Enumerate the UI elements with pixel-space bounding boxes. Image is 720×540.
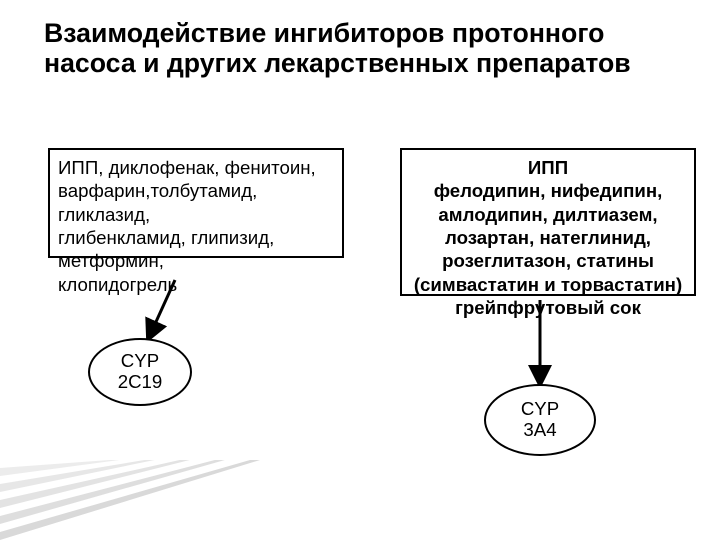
cyp2c19-line1: CYP bbox=[121, 350, 159, 371]
left-box-line-2: глибенкламид, глипизид, bbox=[58, 226, 334, 249]
title-line-1: Взаимодействие ингибиторов протонного bbox=[44, 18, 604, 48]
cyp3a4-line1: CYP bbox=[521, 398, 559, 419]
right-box-line-2: амлодипин, дилтиазем, bbox=[410, 203, 686, 226]
right-box-line-0: ИПП bbox=[410, 156, 686, 179]
right-box-line-1: фелодипин, нифедипин, bbox=[410, 179, 686, 202]
right-box-line-5: (симвастатин и торвастатин) bbox=[410, 273, 686, 296]
left-box-line-1: варфарин,толбутамид, гликлазид, bbox=[58, 179, 334, 226]
right-box-line-4: розеглитазон, статины bbox=[410, 249, 686, 272]
right-box: ИППфелодипин, нифедипин,амлодипин, дилти… bbox=[400, 148, 696, 296]
corner-decoration bbox=[0, 460, 260, 540]
cyp3a4-node: CYP 3A4 bbox=[484, 384, 596, 456]
slide: { "type": "flowchart", "background_color… bbox=[0, 0, 720, 540]
cyp3a4-line2: 3A4 bbox=[523, 419, 556, 440]
title-line-2: насоса и других лекарственных препаратов bbox=[44, 48, 631, 78]
left-box: ИПП, диклофенак, фенитоин,варфарин,толбу… bbox=[48, 148, 344, 258]
right-box-line-3: лозартан, натеглинид, bbox=[410, 226, 686, 249]
cyp2c19-node: CYP 2C19 bbox=[88, 338, 192, 406]
right-box-line-6: грейпфрутовый сок bbox=[410, 296, 686, 319]
left-box-line-0: ИПП, диклофенак, фенитоин, bbox=[58, 156, 334, 179]
left-box-line-4: клопидогрель bbox=[58, 273, 334, 296]
page-title: Взаимодействие ингибиторов протонного на… bbox=[44, 18, 631, 78]
cyp2c19-line2: 2C19 bbox=[118, 371, 163, 392]
left-box-line-3: метформин, bbox=[58, 249, 334, 272]
